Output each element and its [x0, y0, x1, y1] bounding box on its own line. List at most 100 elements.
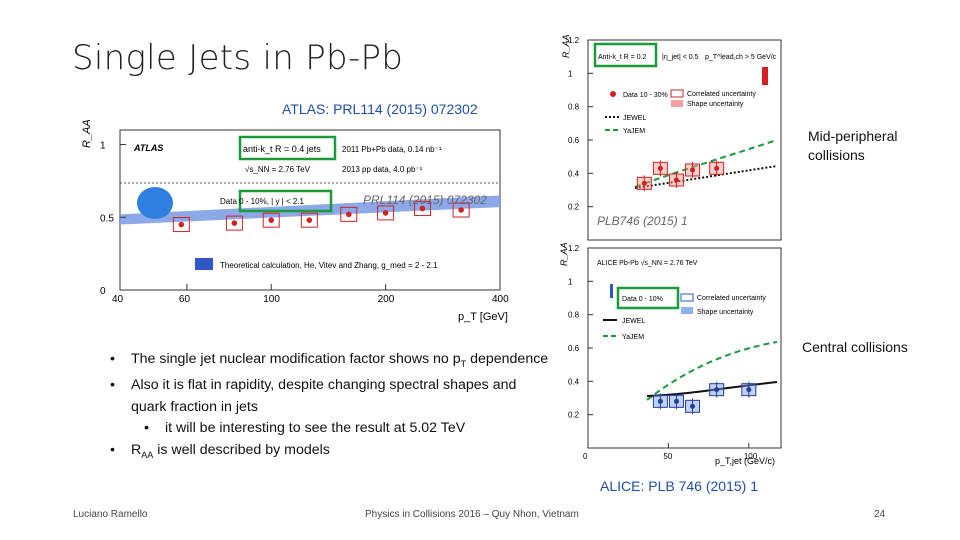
alice-central-legend-2: Shape uncertainty	[697, 309, 754, 316]
atlas-points	[172, 201, 470, 233]
bullet-sub: AA	[141, 449, 154, 460]
alice-mid-ylabel: R_AA	[561, 34, 571, 58]
alice-x-tick-label: 100	[744, 452, 758, 461]
atlas-data-point	[231, 220, 238, 226]
atlas-data-point	[268, 217, 275, 223]
alice-mid-green-box	[593, 42, 658, 68]
bullet-item: • RAA is well described by models	[110, 440, 550, 466]
alice-y-tick-label: 0.4	[568, 377, 580, 386]
atlas-data-point	[458, 207, 464, 213]
alice-y-tick-label: 1	[568, 69, 573, 78]
atlas-syst-box	[172, 217, 190, 233]
alice-central-xlabel: p_T,jet (GeV/c)	[715, 456, 775, 466]
slide-title: Single Jets in Pb-Pb	[72, 38, 404, 78]
atlas-energy: √s_NN = 2.76 TeV	[245, 165, 311, 174]
alice-central-corr-swatch	[680, 293, 694, 302]
alice-y-tick-label: 0.6	[568, 136, 580, 145]
midperipheral-label-line1: Mid-peripheral	[808, 128, 898, 144]
atlas-syst-box	[262, 212, 280, 228]
atlas-plot: ATLAS anti-k_t R = 0.4 jets √s_NN = 2.76…	[81, 120, 509, 323]
atlas-syst-box	[413, 201, 431, 217]
atlas-reference: ATLAS: PRL114 (2015) 072302	[282, 101, 478, 117]
bullet-item: • The single jet nuclear modification fa…	[110, 349, 550, 375]
atlas-x-tick-label: 60	[179, 294, 191, 305]
atlas-algo: anti-k_t R = 0.4 jets	[243, 144, 321, 154]
bullet-item: • Also it is flat in rapidity, despite c…	[110, 375, 550, 418]
atlas-ylabel: R_AA	[81, 120, 93, 148]
footer-author: Luciano Ramello	[73, 509, 148, 520]
atlas-syst-box	[377, 205, 395, 221]
alice-central-points	[652, 381, 757, 415]
alice-mid-watermark: PLB746 (2015) 1	[597, 214, 688, 228]
alice-mid-points	[636, 160, 725, 192]
bullet-text: The single jet nuclear modification fact…	[131, 351, 461, 367]
alice-central-legend-3: YaJEM	[622, 334, 644, 341]
bullet-dot: •	[110, 441, 115, 458]
atlas-watermark: PRL114 (2015) 072302	[363, 193, 487, 207]
atlas-y-tick-label: 0.5	[100, 213, 114, 224]
atlas-x-tick-label: 40	[112, 294, 124, 305]
alice-mid-yajem-curve	[634, 139, 778, 188]
atlas-lumi-2: 2013 pp data, 4.0 pb⁻¹	[342, 165, 423, 174]
alice-y-tick-label: 0.8	[568, 311, 580, 320]
atlas-xlabel: p_T [GeV]	[458, 311, 508, 323]
alice-data-point	[690, 167, 696, 173]
central-label: Central collisions	[802, 339, 908, 355]
alice-data-point	[657, 398, 663, 404]
alice-mid-cut: |η_jet| < 0.5	[662, 54, 699, 61]
alice-data-point	[714, 165, 720, 171]
alice-mid-corr-swatch	[670, 89, 684, 98]
atlas-x-tick-label: 200	[378, 294, 395, 305]
atlas-lumi-1: 2011 Pb+Pb data, 0.14 nb⁻¹	[342, 145, 442, 154]
alice-data-point	[673, 177, 679, 183]
atlas-green-box-algo	[238, 135, 337, 161]
alice-mid-algo: Anti-k_t R = 0.2	[598, 54, 647, 61]
alice-mid-shape-swatch	[671, 100, 683, 107]
midperipheral-label-line2: collisions	[808, 147, 865, 163]
alice-mid-data-label: Data 10 - 30%	[623, 92, 668, 99]
alice-central-x-ticks: 0 50 100	[583, 443, 758, 461]
alice-central-green-box	[616, 286, 680, 310]
alice-mid-legend-0: Correlated uncertainty	[687, 91, 756, 98]
atlas-syst-box	[225, 215, 243, 231]
atlas-y-ticks: 00.51	[100, 141, 126, 297]
alice-x-tick-label: 50	[663, 452, 672, 461]
alice-central-shape-swatch	[681, 307, 693, 314]
page-number: 24	[874, 509, 886, 520]
alice-data-point	[690, 403, 696, 409]
bullet-dot: •	[110, 351, 115, 367]
atlas-theory-swatch	[195, 258, 213, 270]
alice-mid-jewel-curve	[634, 165, 778, 189]
alice-central-data-label: Data 0 - 10%	[622, 296, 663, 303]
alice-central-norm-box	[610, 284, 613, 298]
alice-central-ylabel: R_AA	[559, 242, 569, 266]
footer-conference: Physics in Collisions 2016 – Quy Nhon, V…	[365, 509, 579, 520]
atlas-y-tick-label: 1	[100, 141, 106, 152]
alice-y-tick-label: 1.2	[568, 244, 580, 253]
alice-data-point	[673, 398, 679, 404]
atlas-experiment: ATLAS	[133, 143, 163, 153]
alice-data-point	[641, 180, 647, 186]
bullet-text: is well described by models	[153, 441, 330, 458]
atlas-marker-blob	[137, 187, 173, 219]
atlas-data-point	[382, 210, 389, 216]
alice-y-tick-label: 1.2	[568, 36, 580, 45]
atlas-x-tick-label: 400	[492, 294, 509, 305]
bullet-dot: •	[144, 420, 149, 437]
alice-y-tick-label: 0.2	[568, 411, 580, 420]
alice-central-legend-0: Correlated uncertainty	[697, 295, 766, 302]
alice-mid-legend-1: Shape uncertainty	[687, 101, 744, 108]
atlas-green-box-data	[238, 189, 333, 213]
atlas-data-label: Data 0 - 10%, | y | < 2.1	[220, 197, 305, 206]
alice-central-y-ticks: 0.2 0.4 0.6 0.8 1 1.2	[568, 244, 593, 420]
alice-mid-y-ticks: 0.2 0.4 0.6 0.8 1 1.2	[568, 36, 593, 212]
bullet-sub: T	[460, 358, 467, 369]
atlas-syst-box	[340, 206, 358, 222]
alice-data-point	[714, 387, 720, 393]
alice-reference: ALICE: PLB 746 (2015) 1	[600, 478, 758, 494]
atlas-x-ticks: 40 60 100 200 400	[112, 284, 509, 305]
atlas-data-point	[178, 221, 185, 228]
alice-data-point	[657, 165, 663, 171]
atlas-data-point	[345, 211, 352, 218]
alice-mid-legend-3: YaJEM	[623, 128, 645, 135]
